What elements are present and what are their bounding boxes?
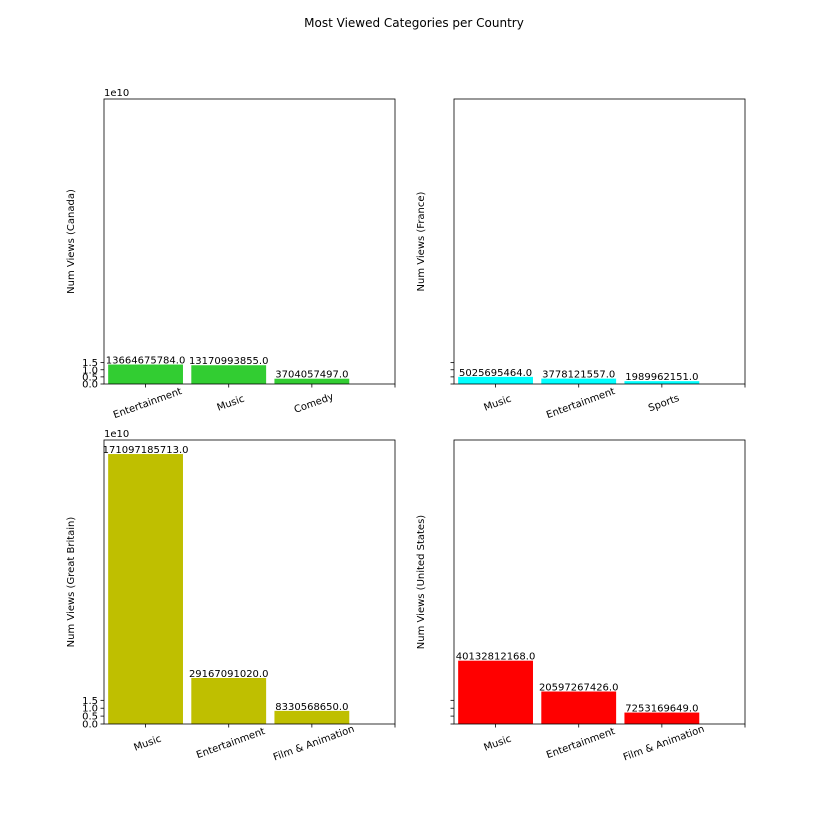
bar-entertainment xyxy=(108,364,183,384)
y-tick-label: 1.5 xyxy=(82,696,98,707)
chart-panel-4: 40132812168.0 20597267426.0 7253169649.0 Mu… xyxy=(416,439,746,764)
x-tick-label: Film & Animation xyxy=(272,724,356,764)
x-tick-label: Entertainment xyxy=(112,386,184,421)
bar-comedy xyxy=(274,378,350,384)
y-axis-label: Num Views (France) xyxy=(416,191,427,291)
chart-panel-2: 5025695464.0 3778121557.0 1989962151.0 Musi… xyxy=(416,98,746,421)
bar-value-label: 5025695464.0 xyxy=(459,368,532,379)
bar-film-animation xyxy=(624,712,700,724)
x-tick-label: Music xyxy=(132,734,162,754)
bar-value-label: 3704057497.0 xyxy=(275,370,348,381)
axes-frame xyxy=(103,98,396,385)
x-tick-label: Music xyxy=(216,394,246,414)
bar-value-label: 13664675784.0 xyxy=(106,356,186,367)
axes-frame xyxy=(453,98,746,385)
bar-value-label: 20597267426.0 xyxy=(539,683,619,694)
chart-panel-3: 171097185713.0 29167091020.0 8330568650.0 0… xyxy=(66,429,396,764)
x-tick-label: Music xyxy=(482,394,512,414)
x-tick-label: Music xyxy=(482,734,512,754)
y-tick-label: 1.0 xyxy=(82,365,98,376)
bar-value-label: 29167091020.0 xyxy=(189,669,269,680)
x-tick-label: Entertainment xyxy=(195,726,267,761)
bar-music xyxy=(458,660,533,724)
y-axis-label: Num Views (Canada) xyxy=(66,189,77,294)
bar-entertainment xyxy=(541,691,617,724)
y-tick-label: 0.0 xyxy=(82,380,98,391)
y-tick-label: 1.5 xyxy=(82,358,98,369)
axes-frame xyxy=(453,439,746,725)
x-tick-label: Entertainment xyxy=(545,726,617,761)
bar-music xyxy=(458,376,533,384)
bar-music xyxy=(191,365,267,384)
bar-value-label: 8330568650.0 xyxy=(275,702,348,713)
chart-panel-1: 13664675784.0 13170993855.0 3704057497.0 0.… xyxy=(66,88,396,421)
figure-title: Most Viewed Categories per Country xyxy=(304,16,524,30)
y-tick-label: 0.5 xyxy=(82,372,98,383)
bar-music xyxy=(108,454,183,724)
x-tick-label: Entertainment xyxy=(545,386,617,421)
bar-value-label: 3778121557.0 xyxy=(542,370,615,381)
x-tick-label: Comedy xyxy=(293,391,336,415)
y-axis-label: Num Views (Great Britain) xyxy=(66,517,77,648)
bar-value-label: 40132812168.0 xyxy=(456,652,536,663)
bar-value-label: 1989962151.0 xyxy=(625,372,698,383)
y-tick-label: 0.5 xyxy=(82,712,98,723)
bar-entertainment xyxy=(191,677,267,724)
bar-value-label: 13170993855.0 xyxy=(189,356,269,367)
y-axis-offset-text: 1e10 xyxy=(104,88,129,99)
bar-sports xyxy=(624,381,700,384)
bar-value-label: 7253169649.0 xyxy=(625,704,698,715)
bar-film-animation xyxy=(274,710,350,724)
bar-entertainment xyxy=(541,378,617,384)
y-tick-label: 1.0 xyxy=(82,704,98,715)
y-axis-label: Num Views (United States) xyxy=(416,515,427,649)
bar-value-label: 171097185713.0 xyxy=(103,445,189,456)
y-tick-label: 0.0 xyxy=(82,720,98,731)
y-axis-offset-text: 1e10 xyxy=(104,429,129,440)
x-tick-label: Film & Animation xyxy=(622,724,706,764)
axes-frame xyxy=(103,439,396,725)
x-tick-label: Sports xyxy=(647,393,681,414)
